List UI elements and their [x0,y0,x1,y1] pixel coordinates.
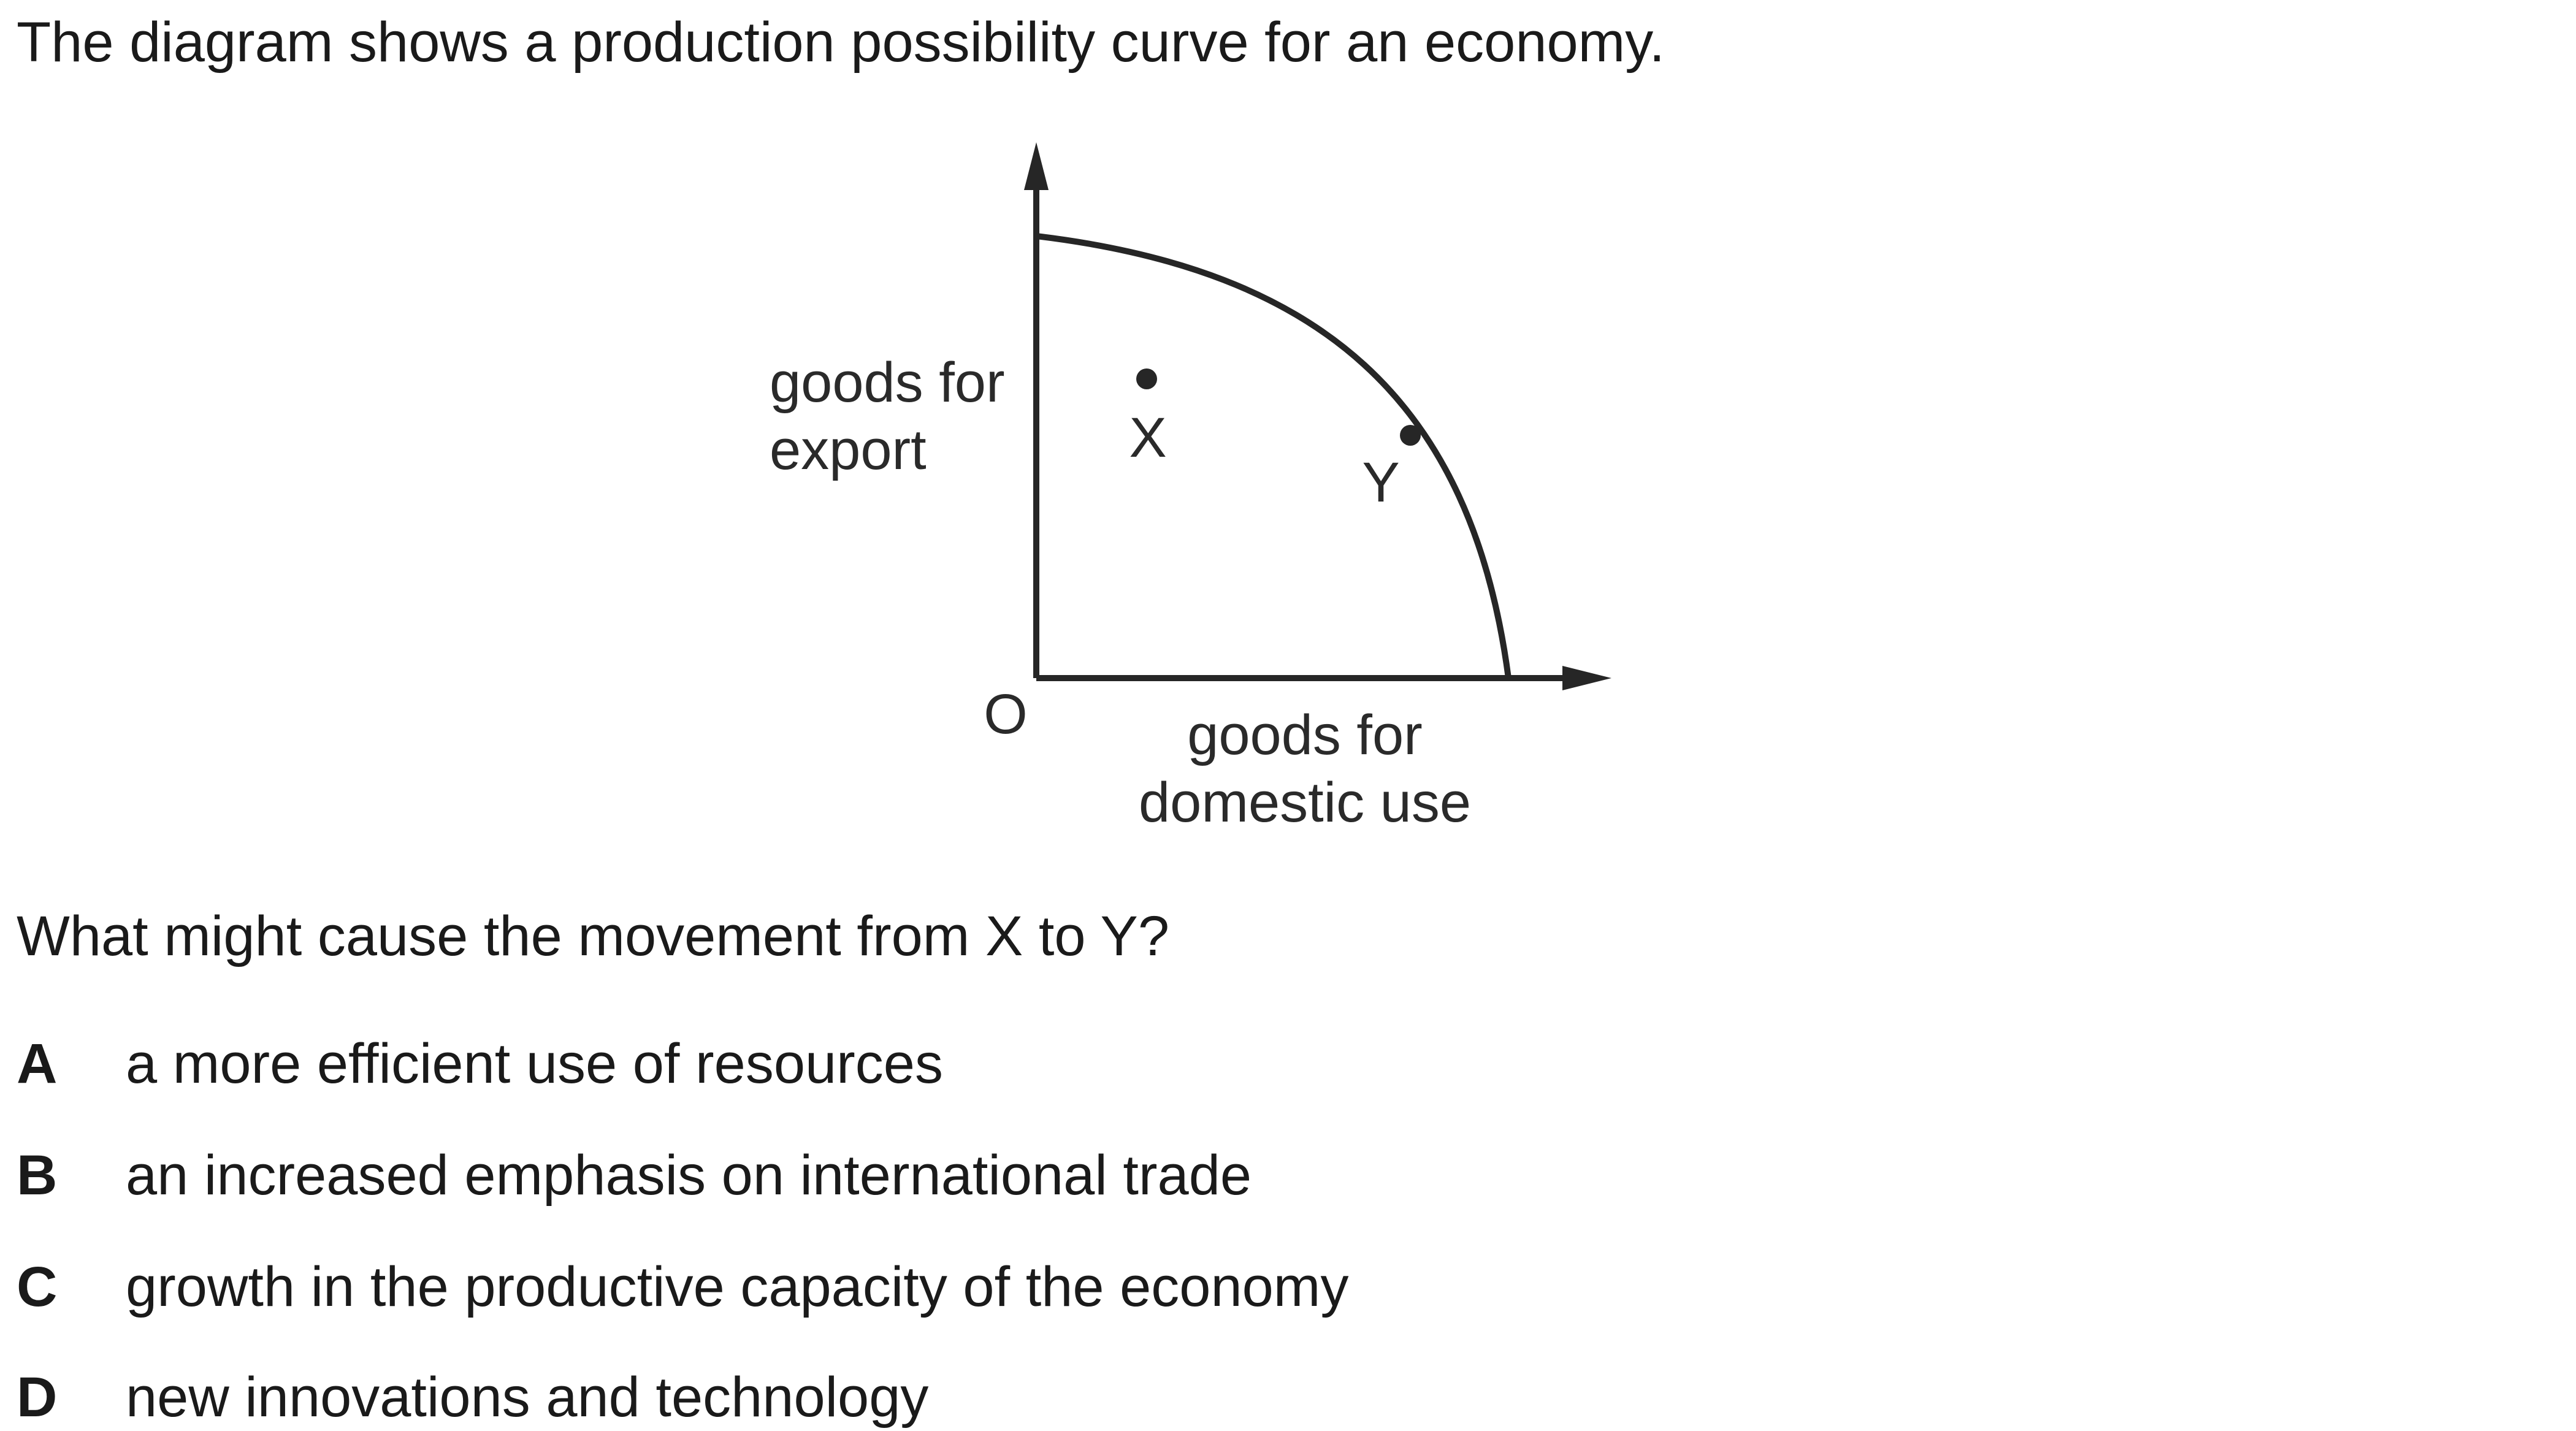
option-c-letter: C [17,1256,58,1318]
point-y-label: Y [1362,451,1399,514]
question-text: What might cause the movement from X to … [17,905,1170,967]
x-axis-arrowhead [1562,666,1611,690]
option-d-letter: D [17,1366,58,1429]
origin-label: O [984,683,1028,746]
point-y-dot [1400,425,1421,446]
option-a-text: a more efficient use of resources [126,1032,943,1095]
option-d-text: new innovations and technology [126,1366,929,1429]
option-a-letter: A [17,1032,58,1095]
y-axis-arrowhead [1024,142,1049,190]
y-axis-label-line1: goods for [770,351,1005,414]
x-axis-label-line1: goods for [1187,704,1423,766]
ppc-diagram: goods for export X Y O goods for domesti… [770,142,1611,834]
x-axis-label-line2: domestic use [1139,771,1471,834]
option-c-text: growth in the productive capacity of the… [126,1256,1349,1318]
option-b-text: an increased emphasis on international t… [126,1144,1252,1207]
point-x-label: X [1129,406,1166,469]
point-x-dot [1136,368,1157,389]
option-b-letter: B [17,1144,58,1207]
y-axis-label-line2: export [770,419,927,481]
ppc-curve [1036,233,1512,679]
question-intro: The diagram shows a production possibili… [17,11,1665,74]
